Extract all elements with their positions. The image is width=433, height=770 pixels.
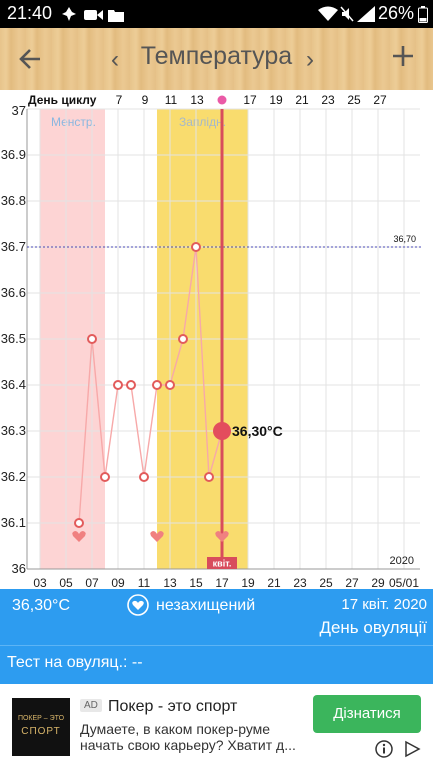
ad-banner[interactable]: ПОКЕР – ЭТО СПОРТ AD Покер - это спорт Д… bbox=[0, 688, 433, 770]
y-tick-label: 36.5 bbox=[1, 331, 26, 346]
date-tick-label: 05/01 bbox=[389, 576, 419, 589]
selected-date: 17 квіт. 2020 bbox=[341, 596, 427, 613]
temperature-point bbox=[113, 380, 123, 390]
y-tick-label: 36.3 bbox=[1, 423, 26, 438]
y-tick-label: 36.6 bbox=[1, 285, 26, 300]
add-icon[interactable] bbox=[389, 42, 417, 70]
date-tick-label: 13 bbox=[163, 576, 177, 589]
temperature-point bbox=[152, 380, 162, 390]
mute-icon bbox=[340, 6, 354, 27]
app-bar: ‹ Температура › bbox=[0, 28, 433, 90]
ad-choices-icon[interactable] bbox=[403, 740, 421, 758]
ad-logo-image[interactable]: ПОКЕР – ЭТО СПОРТ bbox=[12, 698, 70, 756]
phase-band-label: Заплідн. bbox=[179, 115, 226, 129]
y-tick-label: 36.9 bbox=[1, 147, 26, 162]
y-tick-label: 37 bbox=[12, 103, 26, 118]
heart-marker-icon bbox=[150, 531, 164, 542]
heart-marker-icon bbox=[215, 531, 229, 542]
back-arrow-icon[interactable] bbox=[16, 44, 46, 74]
current-temperature-label: 36,30°C bbox=[232, 423, 283, 439]
video-icon bbox=[84, 6, 104, 27]
cycle-day-tick: 19 bbox=[269, 93, 283, 107]
date-tick-label: 17 bbox=[215, 576, 229, 589]
temperature-point bbox=[87, 334, 97, 344]
cycle-day-tick: 17 bbox=[243, 93, 257, 107]
reference-line-label: 36,70 bbox=[393, 234, 416, 244]
temperature-point bbox=[100, 472, 110, 482]
date-tick-label: 09 bbox=[111, 576, 125, 589]
heart-icon bbox=[127, 594, 149, 616]
date-tick-label: 15 bbox=[189, 576, 203, 589]
cycle-day-tick: 23 bbox=[321, 93, 335, 107]
date-tick-label: 19 bbox=[241, 576, 255, 589]
y-tick-label: 36.2 bbox=[1, 469, 26, 484]
folder-icon bbox=[108, 6, 124, 27]
y-tick-label: 36 bbox=[12, 561, 26, 576]
temperature-line bbox=[78, 246, 223, 524]
previous-chevron-icon[interactable]: ‹ bbox=[111, 46, 119, 73]
temperature-point bbox=[204, 472, 214, 482]
cycle-day-tick: 27 bbox=[373, 93, 387, 107]
date-tick-label: 29 bbox=[371, 576, 385, 589]
temperature-point bbox=[139, 472, 149, 482]
current-temperature: 36,30°C bbox=[12, 597, 70, 614]
date-tick-label: 27 bbox=[345, 576, 359, 589]
wifi-icon bbox=[318, 6, 338, 27]
ad-badge: AD bbox=[80, 699, 102, 712]
ovulation-test-row[interactable]: Тест на овуляц.: -- bbox=[0, 645, 433, 684]
date-tick-label: 05 bbox=[59, 576, 73, 589]
status-time: 21:40 bbox=[7, 3, 53, 23]
temperature-point bbox=[165, 380, 175, 390]
cycle-day-tick: 7 bbox=[116, 93, 123, 107]
battery-icon bbox=[418, 6, 428, 28]
status-bar: 21:40 26% bbox=[0, 0, 433, 28]
y-tick-label: 36.1 bbox=[1, 515, 26, 530]
temperature-point bbox=[178, 334, 188, 344]
date-tick-label: 23 bbox=[293, 576, 307, 589]
cycle-day-tick: 13 bbox=[190, 93, 204, 107]
next-chevron-icon[interactable]: › bbox=[306, 46, 314, 73]
date-tick-label: 07 bbox=[85, 576, 99, 589]
y-tick-label: 36.7 bbox=[1, 239, 26, 254]
current-temperature-point bbox=[213, 422, 231, 440]
date-tick-label: 03 bbox=[33, 576, 47, 589]
temperature-chart[interactable]: Менстр. Заплідн. 37 36.9 36.8 36.7 36.6 36.5 36.… bbox=[0, 90, 433, 589]
cycle-day-axis-title: День циклу bbox=[28, 93, 97, 107]
signal-icon bbox=[357, 6, 375, 27]
cycle-day-tick: 21 bbox=[295, 93, 309, 107]
temperature-point bbox=[126, 380, 136, 390]
cycle-day-tick: 11 bbox=[165, 93, 178, 107]
date-tick-label: 11 bbox=[138, 576, 151, 589]
ad-description: Думаете, в каком покер-руме начать свою … bbox=[80, 721, 296, 753]
ovulation-test-label: Тест на овуляц.: -- bbox=[7, 654, 143, 671]
page-title: Температура bbox=[140, 42, 293, 70]
y-tick-label: 36.4 bbox=[1, 377, 26, 392]
date-tick-label: 21 bbox=[267, 576, 281, 589]
battery-percent: 26% bbox=[378, 3, 415, 23]
cycle-day-tick: 25 bbox=[347, 93, 361, 107]
protection-status: незахищений bbox=[156, 597, 256, 614]
date-tick-label: 25 bbox=[319, 576, 333, 589]
year-label: 2020 bbox=[390, 555, 414, 567]
today-month-badge bbox=[207, 557, 237, 569]
heart-marker-icon bbox=[72, 531, 86, 542]
ad-info-icon[interactable] bbox=[375, 740, 393, 758]
ad-title[interactable]: Покер - это спорт bbox=[108, 698, 238, 715]
notification-icon bbox=[60, 6, 78, 27]
cycle-phase: День овуляції bbox=[319, 618, 427, 637]
cycle-day-tick: 9 bbox=[142, 93, 149, 107]
today-marker-dot bbox=[217, 95, 227, 105]
ad-cta-button[interactable]: Дізнатися більше bbox=[313, 695, 421, 733]
temperature-point bbox=[74, 518, 84, 528]
y-tick-label: 36.8 bbox=[1, 193, 26, 208]
day-info-bar[interactable]: 36,30°C незахищений 17 квіт. 2020 День о… bbox=[0, 589, 433, 645]
phase-band-label: Менстр. bbox=[51, 115, 96, 129]
temperature-point bbox=[191, 242, 201, 252]
today-month-label: квіт. bbox=[213, 559, 232, 569]
